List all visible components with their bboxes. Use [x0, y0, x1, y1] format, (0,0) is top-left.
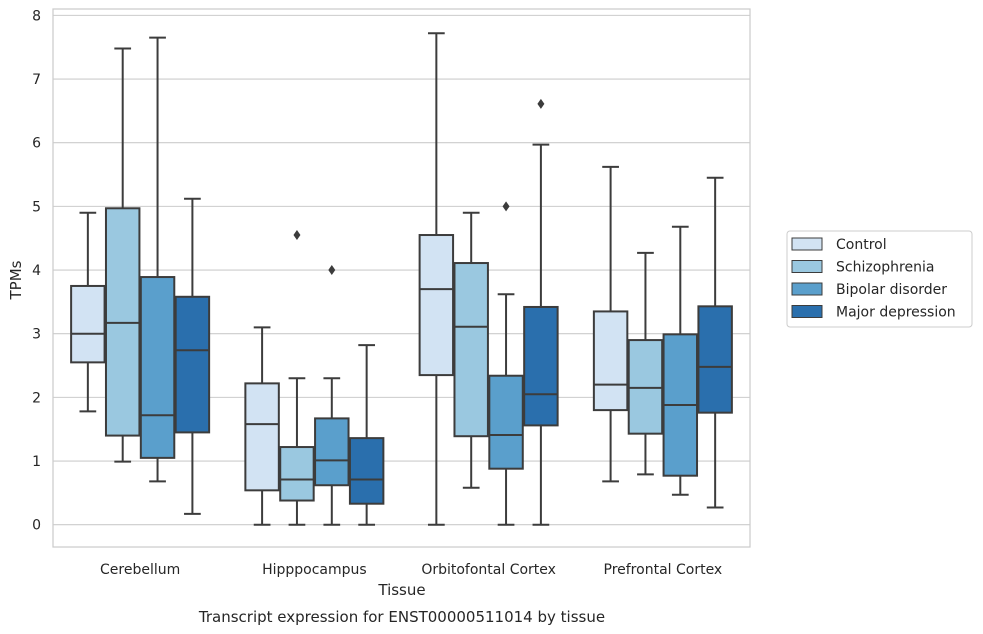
box-iqr — [453, 262, 489, 438]
legend-label: Control — [836, 237, 887, 253]
outlier-point — [537, 98, 545, 109]
y-axis-ticks: 0 1 2 3 4 5 6 7 8 — [32, 8, 41, 533]
y-tick-label: 0 — [32, 518, 41, 534]
x-axis-ticks: Cerebellum Hipppocampus Orbitofontal Corte… — [100, 562, 722, 578]
box-bipolar-disorder — [662, 225, 699, 496]
y-tick-label: 8 — [32, 8, 41, 24]
box-control — [244, 326, 280, 526]
box-schizophrenia — [279, 230, 315, 526]
x-axis-label: Tissue — [377, 581, 425, 599]
outlier-point — [293, 230, 301, 241]
x-tick-label: Orbitofontal Cortex — [421, 562, 556, 578]
legend-swatch — [791, 237, 823, 251]
outlier-point — [328, 265, 336, 276]
box-iqr — [488, 374, 524, 470]
box-major-depression — [523, 98, 559, 526]
legend-label: Schizophrenia — [836, 260, 934, 276]
box-schizophrenia — [453, 211, 489, 489]
y-tick-label: 5 — [32, 199, 41, 215]
box-schizophrenia — [627, 251, 664, 476]
box-iqr — [174, 295, 211, 434]
x-tick-label: Hipppocampus — [262, 562, 367, 578]
box-schizophrenia — [104, 47, 141, 463]
outlier-point — [502, 201, 510, 212]
y-axis-label: TPMs — [7, 260, 25, 300]
box-iqr — [314, 417, 350, 487]
legend-swatch — [791, 260, 823, 273]
box-major-depression — [348, 344, 385, 526]
plot-frame — [52, 8, 751, 548]
legend: Control Schizophrenia Bipolar disorder Majo… — [786, 230, 973, 328]
legend-frame — [786, 230, 973, 328]
y-tick-label: 2 — [32, 390, 41, 406]
box-control — [592, 165, 629, 483]
box-iqr — [348, 437, 385, 505]
box-iqr — [697, 305, 733, 414]
box-control — [70, 211, 106, 413]
box-iqr — [592, 310, 629, 412]
box-bipolar-disorder — [314, 265, 350, 526]
y-tick-label: 3 — [32, 327, 41, 343]
box-bipolar-disorder — [139, 36, 176, 483]
x-tick-label: Cerebellum — [100, 562, 180, 578]
chart-caption: Transcript expression for ENST0000051101… — [198, 608, 605, 626]
box-iqr — [244, 382, 280, 492]
box-iqr — [523, 305, 559, 427]
legend-label: Major depression — [836, 305, 956, 321]
box-iqr — [279, 446, 315, 502]
legend-label: Bipolar disorder — [836, 282, 947, 298]
box-iqr — [70, 284, 106, 364]
box-iqr — [418, 234, 455, 377]
legend-swatch — [791, 282, 823, 296]
box-major-depression — [174, 197, 211, 515]
box-bipolar-disorder — [488, 201, 524, 526]
box-control — [418, 32, 455, 526]
y-tick-label: 7 — [32, 72, 41, 88]
legend-swatch — [791, 305, 823, 318]
y-tick-label: 1 — [32, 454, 41, 470]
box-series — [70, 32, 733, 526]
box-major-depression — [697, 176, 733, 509]
y-tick-label: 4 — [32, 263, 41, 279]
box-iqr — [139, 276, 176, 459]
y-tick-label: 6 — [32, 136, 41, 152]
x-tick-label: Prefrontal Cortex — [604, 562, 723, 578]
